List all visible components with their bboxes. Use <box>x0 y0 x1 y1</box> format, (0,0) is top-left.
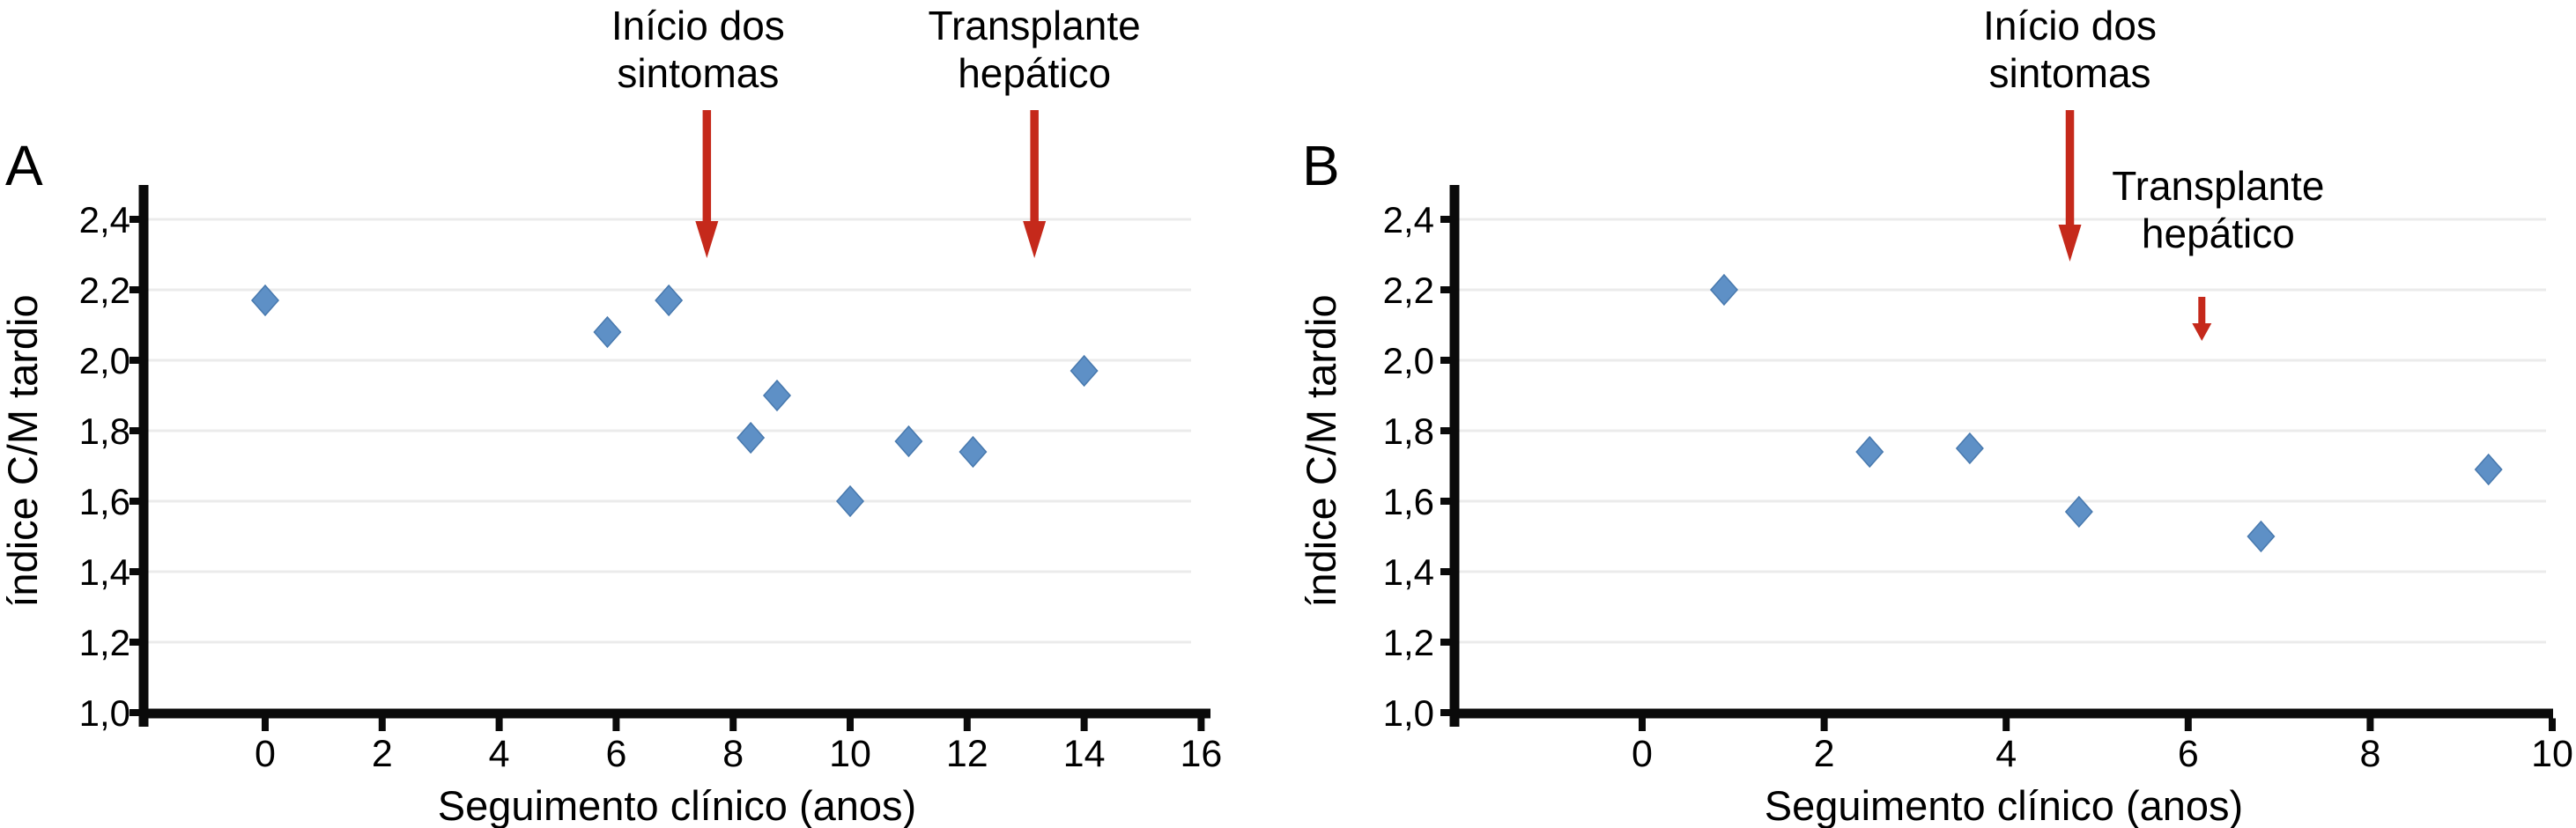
x-tick-label: 4 <box>1995 733 2017 775</box>
x-tick-label: 4 <box>489 733 510 775</box>
x-tick-label: 12 <box>946 733 988 775</box>
panel-a: 1,0 1,2 1,4 1,6 1,8 2,0 2,2 2,4 0 2 4 6 8 10 12 14 16 Seg… <box>0 3 1222 828</box>
y-tick-label: 2,0 <box>79 340 130 381</box>
annotation-arrow-head <box>1023 221 1047 258</box>
panel-b: 1,0 1,2 1,4 1,6 1,8 2,0 2,2 2,4 0 2 4 6 8 10 Seguiment… <box>1298 3 2573 828</box>
data-point-diamond <box>835 484 865 518</box>
data-point-diamond <box>1709 273 1738 307</box>
y-tick-label: 1,4 <box>79 551 130 593</box>
y-tick-label: 1,4 <box>1383 551 1434 593</box>
y-tick-label: 1,6 <box>79 481 130 522</box>
data-point-diamond <box>593 315 622 349</box>
y-tick-label: 1,0 <box>1383 692 1434 734</box>
x-tick-label: 8 <box>722 733 744 775</box>
y-axis-title: índice C/M tardio <box>0 294 46 607</box>
data-point-diamond <box>737 421 766 455</box>
data-point-diamond <box>894 425 923 458</box>
y-tick-label: 2,4 <box>79 199 130 240</box>
annotation-label-line: Transplante <box>929 3 1141 48</box>
x-tick-label: 8 <box>2359 733 2380 775</box>
data-point-diamond <box>1070 354 1099 388</box>
y-tick-label: 1,2 <box>1383 622 1434 663</box>
data-point-diamond <box>1855 435 1884 469</box>
data-point-diamond <box>2247 520 2276 553</box>
panel-letter: B <box>1302 134 1340 197</box>
y-axis-title: índice C/M tardio <box>1298 294 1344 607</box>
y-tick-label: 2,2 <box>79 270 130 311</box>
annotation-label-line: hepático <box>2142 211 2295 256</box>
x-tick-label: 2 <box>1814 733 1835 775</box>
x-tick-label: 14 <box>1063 733 1106 775</box>
annotation-arrow-head <box>2058 225 2082 262</box>
annotation-label-line: Início dos <box>611 3 785 48</box>
data-point-diamond <box>2064 495 2093 529</box>
y-tick-label: 2,0 <box>1383 340 1434 381</box>
annotation-label-line: hepático <box>958 50 1111 96</box>
annotation-label-line: Transplante <box>2112 163 2324 209</box>
y-tick-label: 2,4 <box>1383 199 1434 240</box>
data-point-diamond <box>959 435 988 469</box>
data-point-diamond <box>762 379 792 412</box>
x-tick-label: 10 <box>829 733 871 775</box>
y-tick-label: 1,8 <box>1383 410 1434 452</box>
data-point-diamond <box>1955 432 1984 465</box>
y-tick-label: 1,8 <box>79 410 130 452</box>
y-tick-label: 2,2 <box>1383 270 1434 311</box>
panel-letter: A <box>5 134 43 197</box>
annotation-label-line: sintomas <box>1988 50 2150 96</box>
x-axis-title: Seguimento clínico (anos) <box>1765 782 2243 828</box>
annotation-label-line: sintomas <box>617 50 779 96</box>
x-tick-label: 10 <box>2531 733 2573 775</box>
y-tick-label: 1,0 <box>79 692 130 734</box>
data-point-diamond <box>655 284 684 317</box>
y-tick-label: 1,2 <box>79 622 130 663</box>
x-tick-label: 0 <box>255 733 276 775</box>
annotation-label-line: Início dos <box>1983 3 2157 48</box>
y-tick-label: 1,6 <box>1383 481 1434 522</box>
x-tick-label: 6 <box>605 733 626 775</box>
x-tick-label: 16 <box>1180 733 1222 775</box>
x-axis-title: Seguimento clínico (anos) <box>438 782 916 828</box>
annotation-arrow-head <box>695 221 719 258</box>
data-point-diamond <box>250 284 280 317</box>
x-tick-label: 6 <box>2178 733 2199 775</box>
x-tick-label: 0 <box>1632 733 1653 775</box>
annotation-arrow-head <box>2192 323 2212 341</box>
data-point-diamond <box>2474 453 2503 486</box>
x-tick-label: 2 <box>372 733 393 775</box>
